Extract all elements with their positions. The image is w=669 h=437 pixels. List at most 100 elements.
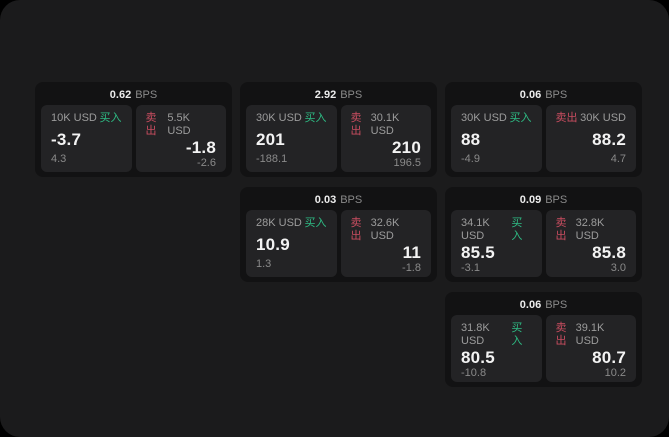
buy-change: 4.3	[51, 153, 67, 165]
buy-size: 28K USD	[256, 217, 302, 229]
sell-change: -2.6	[197, 157, 216, 169]
buy-quote-tile[interactable]: 30K USD 买入 201 -188.1	[246, 105, 337, 172]
buy-label: 买入	[509, 112, 532, 124]
sell-label: 卖出	[555, 322, 567, 347]
bps-unit-label: BPS	[545, 194, 568, 206]
sell-price: 85.8	[592, 243, 626, 262]
sell-label: 卖出	[350, 217, 362, 242]
sell-size: 32.6K USD	[370, 217, 400, 242]
quote-card-body: 28K USD 买入 10.9 1.3 卖出 32.6K USD 11 -1.8	[246, 210, 431, 277]
quote-card-grid: 0.62 BPS 10K USD 买入 -3.7 4.3 卖出 5.5K USD…	[35, 82, 642, 387]
buy-quote-tile[interactable]: 34.1K USD 买入 85.5 -3.1	[451, 210, 542, 277]
buy-label: 买入	[304, 217, 327, 229]
quote-card: 0.06 BPS 31.8K USD 买入 80.5 -10.8 卖出 39.1…	[445, 292, 642, 387]
sell-size: 5.5K USD	[167, 112, 191, 137]
buy-quote-tile[interactable]: 31.8K USD 买入 80.5 -10.8	[451, 315, 542, 382]
quote-card-body: 30K USD 买入 201 -188.1 卖出 30.1K USD 210 1…	[246, 105, 431, 172]
bps-value: 0.62	[109, 89, 132, 101]
quote-card: 0.09 BPS 34.1K USD 买入 85.5 -3.1 卖出 32.8K…	[445, 187, 642, 282]
sell-meta-row: 卖出 39.1K USD	[556, 322, 627, 348]
buy-price: -3.7	[51, 129, 82, 149]
buy-change: -188.1	[256, 153, 288, 165]
buy-price: 85.5	[461, 243, 495, 262]
sell-change: 196.5	[393, 157, 421, 169]
bps-header: 0.06 BPS	[451, 85, 636, 105]
buy-label: 买入	[304, 112, 327, 124]
sell-label: 卖出	[350, 112, 362, 137]
sell-price: -1.8	[185, 138, 216, 157]
buy-size: 34.1K USD	[461, 217, 490, 242]
bps-header: 0.09 BPS	[451, 190, 636, 210]
buy-price: 10.9	[256, 234, 290, 254]
bps-unit-label: BPS	[340, 194, 363, 206]
buy-price: 80.5	[461, 348, 495, 367]
quote-card: 2.92 BPS 30K USD 买入 201 -188.1 卖出 30.1K …	[240, 82, 437, 177]
buy-meta-row: 28K USD 买入	[256, 217, 327, 230]
quote-card-body: 30K USD 买入 88 -4.9 卖出 30K USD 88.2 4.7	[451, 105, 636, 172]
buy-meta-row: 31.8K USD 买入	[461, 322, 532, 348]
quote-card: 0.62 BPS 10K USD 买入 -3.7 4.3 卖出 5.5K USD…	[35, 82, 232, 177]
sell-quote-tile[interactable]: 卖出 39.1K USD 80.7 10.2	[545, 315, 636, 382]
buy-meta-row: 34.1K USD 买入	[461, 217, 532, 243]
buy-change: -3.1	[461, 262, 480, 274]
bps-value: 2.92	[314, 89, 337, 101]
buy-size: 10K USD	[51, 112, 97, 124]
buy-quote-tile[interactable]: 10K USD 买入 -3.7 4.3	[41, 105, 132, 172]
sell-meta-row: 卖出 30K USD	[556, 112, 627, 125]
bps-unit-label: BPS	[135, 89, 158, 101]
sell-price: 88.2	[592, 129, 626, 149]
bps-value: 0.09	[519, 194, 542, 206]
sell-quote-tile[interactable]: 卖出 32.6K USD 11 -1.8	[340, 210, 431, 277]
buy-label: 买入	[99, 112, 122, 124]
bps-header: 0.62 BPS	[41, 85, 226, 105]
quote-card-body: 31.8K USD 买入 80.5 -10.8 卖出 39.1K USD 80.…	[451, 315, 636, 382]
bps-value: 0.06	[519, 89, 542, 101]
sell-label: 卖出	[555, 112, 578, 124]
sell-quote-tile[interactable]: 卖出 32.8K USD 85.8 3.0	[545, 210, 636, 277]
sell-quote-tile[interactable]: 卖出 30.1K USD 210 196.5	[340, 105, 431, 172]
bps-unit-label: BPS	[545, 89, 568, 101]
quote-card-body: 34.1K USD 买入 85.5 -3.1 卖出 32.8K USD 85.8…	[451, 210, 636, 277]
sell-change: 3.0	[610, 262, 626, 274]
quote-card-body: 10K USD 买入 -3.7 4.3 卖出 5.5K USD -1.8 -2.…	[41, 105, 226, 172]
buy-size: 31.8K USD	[461, 322, 490, 347]
bps-unit-label: BPS	[545, 299, 568, 311]
bps-header: 0.06 BPS	[451, 295, 636, 315]
sell-price: 210	[392, 138, 421, 157]
sell-meta-row: 卖出 32.6K USD	[351, 217, 422, 243]
buy-price: 201	[256, 129, 285, 149]
bps-value: 0.06	[519, 299, 542, 311]
sell-change: 4.7	[610, 153, 626, 165]
buy-meta-row: 30K USD 买入	[461, 112, 532, 125]
sell-quote-tile[interactable]: 卖出 5.5K USD -1.8 -2.6	[135, 105, 226, 172]
sell-size: 32.8K USD	[575, 217, 605, 242]
quote-card: 0.03 BPS 28K USD 买入 10.9 1.3 卖出 32.6K US…	[240, 187, 437, 282]
sell-meta-row: 卖出 5.5K USD	[146, 112, 217, 138]
buy-quote-tile[interactable]: 28K USD 买入 10.9 1.3	[246, 210, 337, 277]
quote-card: 0.06 BPS 30K USD 买入 88 -4.9 卖出 30K USD 8…	[445, 82, 642, 177]
sell-size: 30.1K USD	[370, 112, 400, 137]
buy-meta-row: 30K USD 买入	[256, 112, 327, 125]
bps-header: 0.03 BPS	[246, 190, 431, 210]
bps-unit-label: BPS	[340, 89, 363, 101]
sell-change: -1.8	[402, 262, 421, 274]
buy-change: -4.9	[461, 153, 480, 165]
bps-header: 2.92 BPS	[246, 85, 431, 105]
bps-value: 0.03	[314, 194, 337, 206]
sell-change: 10.2	[604, 367, 626, 379]
buy-quote-tile[interactable]: 30K USD 买入 88 -4.9	[451, 105, 542, 172]
buy-label: 买入	[511, 217, 523, 242]
sell-size: 39.1K USD	[575, 322, 605, 347]
buy-meta-row: 10K USD 买入	[51, 112, 122, 125]
buy-price: 88	[461, 129, 481, 149]
sell-quote-tile[interactable]: 卖出 30K USD 88.2 4.7	[545, 105, 636, 172]
sell-size: 30K USD	[580, 112, 626, 124]
sell-label: 卖出	[555, 217, 567, 242]
sell-meta-row: 卖出 30.1K USD	[351, 112, 422, 138]
buy-change: 1.3	[256, 258, 272, 270]
buy-size: 30K USD	[256, 112, 302, 124]
sell-price: 11	[402, 243, 421, 262]
buy-size: 30K USD	[461, 112, 507, 124]
buy-change: -10.8	[461, 367, 487, 379]
